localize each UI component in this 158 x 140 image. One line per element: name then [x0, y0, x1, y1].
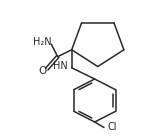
Text: Cl: Cl — [107, 122, 117, 132]
Text: H₂N: H₂N — [33, 37, 52, 47]
Text: HN: HN — [53, 61, 68, 71]
Text: O: O — [39, 66, 47, 76]
